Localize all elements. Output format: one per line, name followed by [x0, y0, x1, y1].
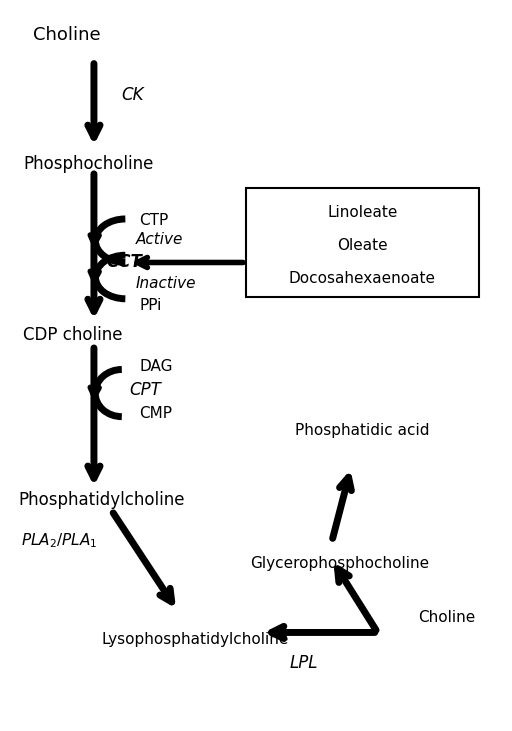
Text: Choline: Choline — [33, 26, 101, 45]
Text: CDP choline: CDP choline — [23, 326, 122, 344]
Text: Phosphatidic acid: Phosphatidic acid — [295, 423, 430, 438]
FancyArrowPatch shape — [90, 235, 99, 246]
Text: CTP: CTP — [139, 213, 169, 228]
Text: CK: CK — [122, 86, 144, 104]
Text: PPi: PPi — [139, 298, 162, 313]
Text: Active: Active — [136, 232, 183, 248]
Text: DAG: DAG — [139, 360, 173, 374]
Text: Phosphatidylcholine: Phosphatidylcholine — [18, 491, 184, 509]
FancyBboxPatch shape — [246, 188, 479, 297]
Text: Oleate: Oleate — [337, 238, 388, 253]
Text: Docosahexaenoate: Docosahexaenoate — [289, 271, 436, 286]
Text: Phosphocholine: Phosphocholine — [23, 155, 154, 173]
FancyArrowPatch shape — [90, 387, 99, 398]
Text: CCT: CCT — [106, 254, 142, 271]
Text: Glycerophosphocholine: Glycerophosphocholine — [250, 556, 429, 571]
Text: Choline: Choline — [418, 610, 475, 626]
Text: LPL: LPL — [290, 654, 318, 672]
Text: Lysophosphatidylcholine: Lysophosphatidylcholine — [101, 632, 289, 648]
Text: $\it{PLA_2/PLA_1}$: $\it{PLA_2/PLA_1}$ — [20, 531, 97, 550]
Text: CMP: CMP — [139, 406, 173, 421]
Text: Inactive: Inactive — [136, 276, 196, 291]
Text: Linoleate: Linoleate — [327, 205, 397, 220]
Text: CPT: CPT — [130, 381, 161, 399]
FancyArrowPatch shape — [90, 271, 99, 281]
